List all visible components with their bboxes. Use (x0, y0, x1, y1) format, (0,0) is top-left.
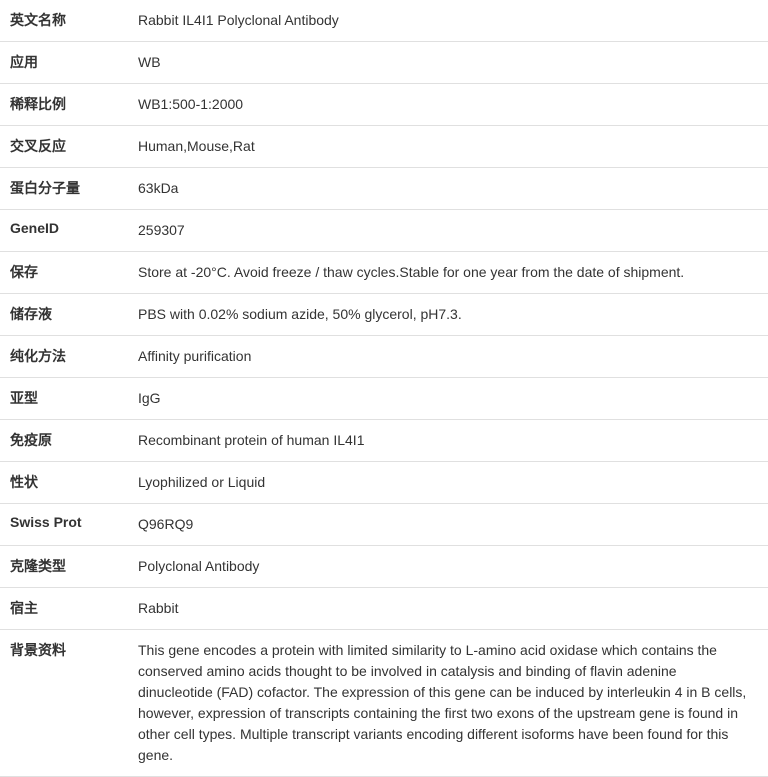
spec-value: WB1:500-1:2000 (130, 84, 768, 126)
spec-label: 储存液 (0, 294, 130, 336)
spec-value: Q96RQ9 (130, 504, 768, 546)
spec-label: Swiss Prot (0, 504, 130, 546)
table-row: Swiss ProtQ96RQ9 (0, 504, 768, 546)
table-row: 免疫原Recombinant protein of human IL4I1 (0, 420, 768, 462)
spec-value: IgG (130, 378, 768, 420)
spec-value: Rabbit IL4I1 Polyclonal Antibody (130, 0, 768, 42)
spec-value: PBS with 0.02% sodium azide, 50% glycero… (130, 294, 768, 336)
spec-label: 性状 (0, 462, 130, 504)
spec-label: 亚型 (0, 378, 130, 420)
spec-label: 背景资料 (0, 630, 130, 777)
table-row: GeneID259307 (0, 210, 768, 252)
table-row: 交叉反应Human,Mouse,Rat (0, 126, 768, 168)
spec-value: 259307 (130, 210, 768, 252)
spec-label: 应用 (0, 42, 130, 84)
table-row: 稀释比例WB1:500-1:2000 (0, 84, 768, 126)
table-row: 纯化方法Affinity purification (0, 336, 768, 378)
spec-label: 稀释比例 (0, 84, 130, 126)
spec-label: 克隆类型 (0, 546, 130, 588)
table-row: 克隆类型Polyclonal Antibody (0, 546, 768, 588)
spec-label: 交叉反应 (0, 126, 130, 168)
spec-table: 英文名称Rabbit IL4I1 Polyclonal Antibody应用WB… (0, 0, 768, 777)
table-row: 蛋白分子量63kDa (0, 168, 768, 210)
spec-value: Affinity purification (130, 336, 768, 378)
spec-value: Rabbit (130, 588, 768, 630)
table-row: 储存液PBS with 0.02% sodium azide, 50% glyc… (0, 294, 768, 336)
spec-value: Human,Mouse,Rat (130, 126, 768, 168)
table-row: 英文名称Rabbit IL4I1 Polyclonal Antibody (0, 0, 768, 42)
spec-label: 纯化方法 (0, 336, 130, 378)
spec-label: 英文名称 (0, 0, 130, 42)
spec-value: Recombinant protein of human IL4I1 (130, 420, 768, 462)
spec-label: 保存 (0, 252, 130, 294)
table-row: 性状Lyophilized or Liquid (0, 462, 768, 504)
table-row: 保存Store at -20°C. Avoid freeze / thaw cy… (0, 252, 768, 294)
spec-table-body: 英文名称Rabbit IL4I1 Polyclonal Antibody应用WB… (0, 0, 768, 777)
spec-value: Polyclonal Antibody (130, 546, 768, 588)
spec-value: Lyophilized or Liquid (130, 462, 768, 504)
spec-label: GeneID (0, 210, 130, 252)
table-row: 应用WB (0, 42, 768, 84)
table-row: 背景资料This gene encodes a protein with lim… (0, 630, 768, 777)
spec-value: WB (130, 42, 768, 84)
spec-label: 蛋白分子量 (0, 168, 130, 210)
spec-value: This gene encodes a protein with limited… (130, 630, 768, 777)
spec-label: 宿主 (0, 588, 130, 630)
table-row: 宿主Rabbit (0, 588, 768, 630)
spec-value: Store at -20°C. Avoid freeze / thaw cycl… (130, 252, 768, 294)
spec-label: 免疫原 (0, 420, 130, 462)
table-row: 亚型IgG (0, 378, 768, 420)
spec-value: 63kDa (130, 168, 768, 210)
